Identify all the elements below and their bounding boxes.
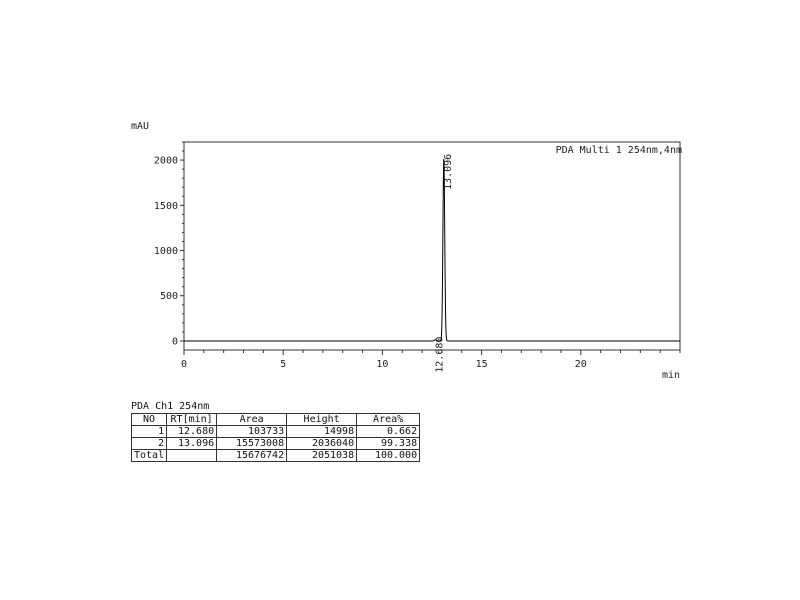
cell-area: 103733 (216, 425, 288, 438)
header-height: Height (286, 413, 358, 426)
legend-entry: PDA Multi 1 254nm,4nm (556, 145, 682, 156)
table-total-row: Total 15676742 2051038 100.000 (130, 449, 421, 462)
y-tick-label: 0 (172, 336, 178, 347)
x-axis-label: min (662, 370, 680, 381)
table-row: 1 12.680 103733 14998 0.662 (130, 425, 421, 438)
peak-label: 13.096 (443, 154, 454, 190)
plot-frame (183, 141, 681, 351)
table-header-row: NO RT[min] Area Height Area% (130, 413, 421, 426)
x-tick-label: 10 (376, 359, 388, 370)
cell-total-label: Total (130, 449, 168, 462)
x-tick-label: 0 (181, 359, 187, 370)
y-axis-label: mAU (131, 121, 149, 132)
header-area: Area (216, 413, 288, 426)
peak-label: 12.680 (435, 337, 446, 373)
y-tick-label: 1500 (154, 201, 178, 212)
cell-no: 1 (130, 425, 168, 438)
peak-table: NO RT[min] Area Height Area% 1 12.680 10… (130, 413, 421, 462)
cell-total-area: 15676742 (216, 449, 288, 462)
table-title: PDA Ch1 254nm (131, 401, 210, 412)
chromatogram-trace (184, 158, 680, 342)
header-no: NO (130, 413, 168, 426)
y-tick-label: 2000 (154, 156, 178, 167)
peak-labels: 12.680 13.096 (435, 154, 454, 373)
cell-rt: 12.680 (166, 425, 218, 438)
cell-area-pct: 0.662 (356, 425, 421, 438)
cell-no: 2 (130, 437, 168, 450)
cell-height: 2036040 (286, 437, 358, 450)
cell-area-pct: 99.338 (356, 437, 421, 450)
y-tick-label: 500 (160, 291, 178, 302)
y-axis: 0 500 1000 1500 2000 (154, 141, 184, 347)
x-axis: 0 5 10 15 20 (181, 350, 681, 370)
cell-area: 15573008 (216, 437, 288, 450)
header-area-pct: Area% (356, 413, 421, 426)
y-tick-label: 1000 (154, 246, 178, 257)
cell-total-rt (166, 449, 218, 462)
cell-total-area-pct: 100.000 (356, 449, 421, 462)
x-tick-label: 15 (476, 359, 488, 370)
x-tick-label: 5 (280, 359, 286, 370)
cell-total-height: 2051038 (286, 449, 358, 462)
cell-height: 14998 (286, 425, 358, 438)
header-rt: RT[min] (166, 413, 218, 426)
table-row: 2 13.096 15573008 2036040 99.338 (130, 437, 421, 450)
x-tick-label: 20 (575, 359, 587, 370)
cell-rt: 13.096 (166, 437, 218, 450)
